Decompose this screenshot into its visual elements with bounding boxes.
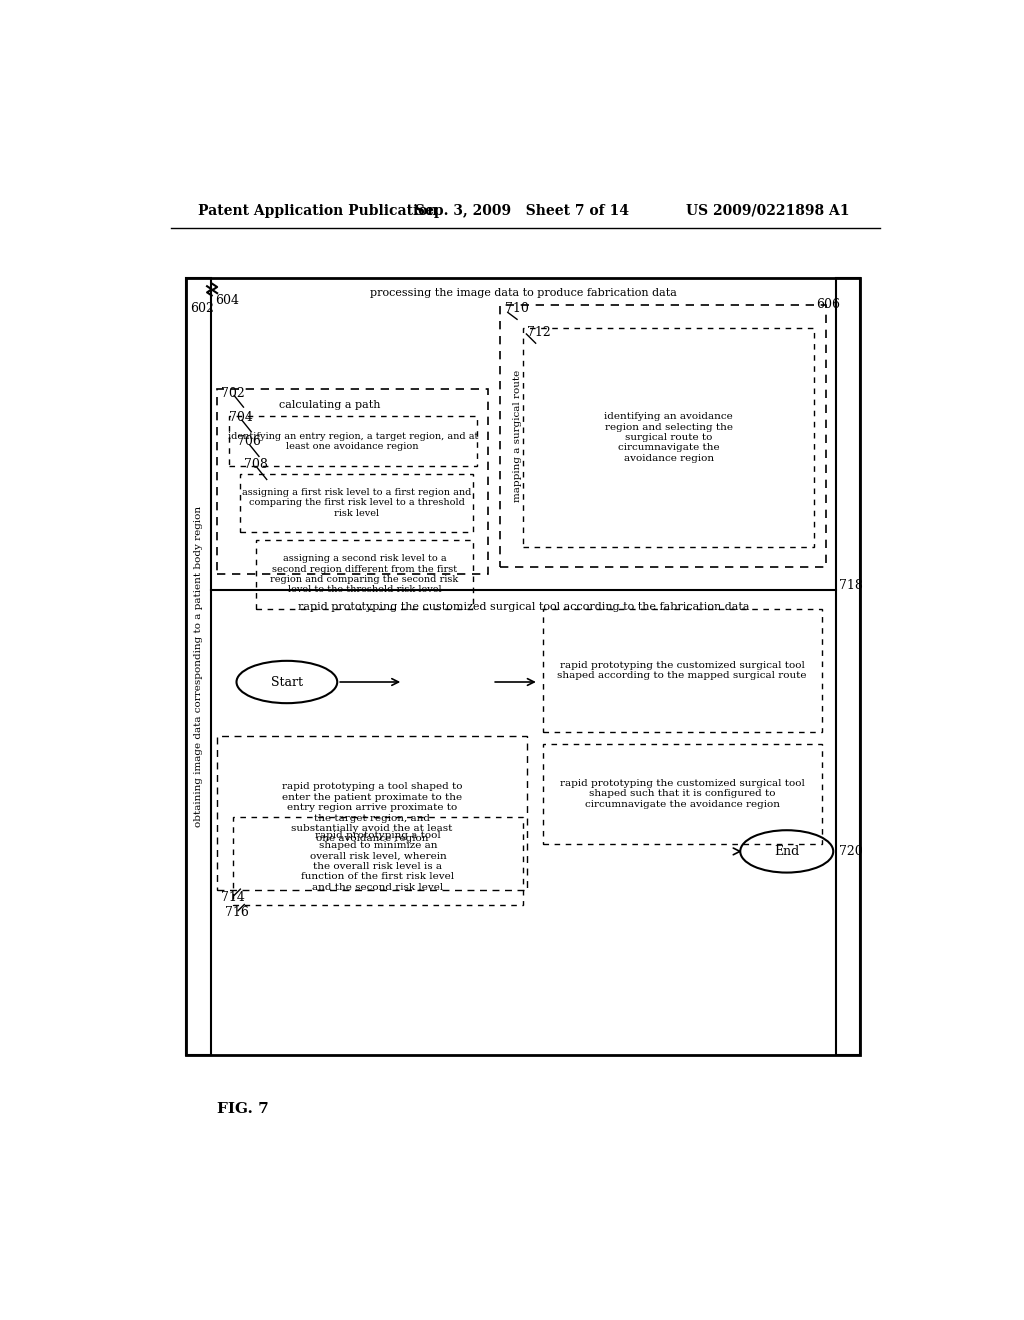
Text: 602: 602 [190, 302, 214, 315]
Bar [232, 817, 523, 906]
Text: calculating a path: calculating a path [280, 400, 381, 409]
Text: mapping a surgical route: mapping a surgical route [513, 370, 521, 502]
Text: 606: 606 [816, 298, 841, 312]
Text: 708: 708 [245, 458, 268, 471]
Text: FIG. 7: FIG. 7 [217, 1102, 269, 1117]
Bar [241, 474, 473, 532]
Text: rapid prototyping the customized surgical tool according to the fabrication data: rapid prototyping the customized surgica… [298, 602, 749, 611]
Text: Start: Start [271, 676, 303, 689]
Text: rapid prototyping a tool
shaped to minimize an
overall risk level, wherein
the o: rapid prototyping a tool shaped to minim… [301, 830, 455, 891]
Text: 714: 714 [221, 891, 245, 904]
Bar [186, 277, 211, 1056]
Text: Patent Application Publication: Patent Application Publication [198, 203, 437, 218]
Text: assigning a second risk level to a
second region different from the first
region: assigning a second risk level to a secon… [270, 554, 459, 594]
Text: rapid prototyping the customized surgical tool
shaped such that it is configured: rapid prototyping the customized surgica… [560, 779, 805, 809]
Text: Sep. 3, 2009   Sheet 7 of 14: Sep. 3, 2009 Sheet 7 of 14 [415, 203, 629, 218]
Text: US 2009/0221898 A1: US 2009/0221898 A1 [686, 203, 850, 218]
Bar [523, 327, 814, 548]
Text: identifying an avoidance
region and selecting the
surgical route to
circumnaviga: identifying an avoidance region and sele… [604, 412, 733, 463]
Text: obtaining image data corresponding to a patient body region: obtaining image data corresponding to a … [194, 506, 203, 828]
Text: assigning a first risk level to a first region and
comparing the first risk leve: assigning a first risk level to a first … [242, 488, 471, 517]
Text: 716: 716 [225, 907, 249, 920]
Text: 704: 704 [228, 412, 253, 425]
Bar [256, 540, 473, 609]
Bar [217, 737, 527, 890]
Text: 710: 710 [506, 302, 529, 315]
Text: identifying an entry region, a target region, and at
least one avoidance region: identifying an entry region, a target re… [227, 432, 478, 451]
Text: 702: 702 [221, 387, 245, 400]
Text: 718: 718 [840, 579, 863, 593]
Text: End: End [774, 845, 800, 858]
Text: 706: 706 [237, 436, 260, 449]
Bar [186, 277, 860, 1056]
Bar [543, 743, 821, 843]
Text: 720: 720 [840, 845, 863, 858]
Bar [543, 609, 821, 733]
Bar [217, 389, 488, 574]
Text: processing the image data to produce fabrication data: processing the image data to produce fab… [370, 288, 677, 298]
Bar [836, 277, 860, 1056]
Text: 712: 712 [527, 326, 551, 339]
Text: rapid prototyping the customized surgical tool
shaped according to the mapped su: rapid prototyping the customized surgica… [557, 661, 807, 680]
Bar [500, 305, 825, 566]
Text: 604: 604 [215, 294, 239, 308]
Bar [228, 416, 477, 466]
Text: rapid prototyping a tool shaped to
enter the patient proximate to the
entry regi: rapid prototyping a tool shaped to enter… [282, 783, 463, 843]
